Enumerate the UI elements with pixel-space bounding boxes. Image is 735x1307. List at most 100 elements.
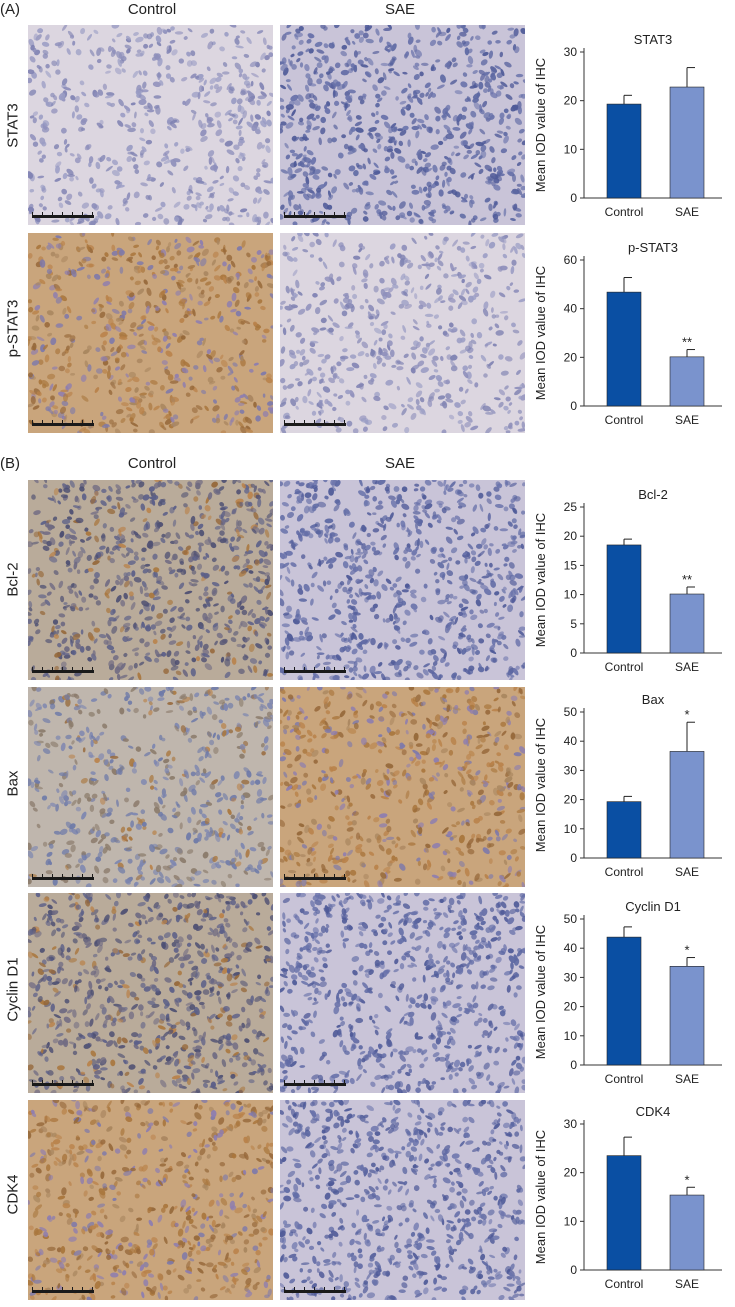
column-header-sae-a: SAE: [280, 1, 520, 18]
row-label-cdk4: CDK4: [5, 1160, 22, 1230]
chart-title: STAT3: [634, 32, 673, 47]
y-tick-label: 10: [564, 1029, 578, 1043]
x-tick-label: SAE: [675, 865, 699, 879]
bar-control: [607, 292, 641, 406]
y-tick-label: 20: [564, 793, 578, 807]
significance-marker: **: [682, 572, 692, 587]
significance-marker: *: [684, 1172, 689, 1187]
y-tick-label: 40: [564, 734, 578, 748]
y-tick-label: 20: [564, 529, 578, 543]
column-header-control-b: Control: [32, 455, 272, 472]
panel-label-a: (A): [0, 1, 20, 18]
y-tick-label: 10: [564, 1214, 578, 1228]
y-tick-label: 50: [564, 912, 578, 926]
x-tick-label: SAE: [675, 1072, 699, 1086]
y-axis-label: Mean IOD value of IHC: [533, 513, 548, 647]
bar-control: [607, 937, 641, 1065]
y-tick-label: 30: [564, 45, 578, 59]
micrograph-bax-sae: [280, 687, 525, 887]
y-tick-label: 15: [564, 558, 578, 572]
y-axis-label: Mean IOD value of IHC: [533, 266, 548, 400]
x-tick-label: SAE: [675, 413, 699, 427]
y-tick-label: 20: [564, 1000, 578, 1014]
chart-title: Cyclin D1: [625, 899, 681, 914]
y-tick-label: 10: [564, 588, 578, 602]
bar-sae: [670, 87, 704, 198]
panel-label-b: (B): [0, 455, 20, 472]
y-tick-label: 0: [570, 646, 577, 660]
bar-control: [607, 802, 641, 858]
chart-title: Bcl-2: [638, 487, 668, 502]
row-label-cyclin-d1: Cyclin D1: [5, 945, 22, 1035]
row-label-stat3: STAT3: [5, 91, 22, 161]
chart-svg: p-STAT3 Mean IOD value of IHC 0 20 40 60 Contr…: [532, 238, 732, 443]
bar-chart-bcl-2: Bcl-2 Mean IOD value of IHC 0 5 10 15 20 25 Cont…: [532, 485, 732, 690]
micrograph-cyclin-d1-sae: [280, 893, 525, 1093]
micrograph-p-stat3-sae: [280, 233, 525, 433]
significance-marker: *: [684, 707, 689, 722]
y-tick-label: 10: [564, 822, 578, 836]
bar-sae: [670, 357, 704, 406]
y-tick-label: 0: [570, 1058, 577, 1072]
y-tick-label: 10: [564, 142, 578, 156]
x-tick-label: SAE: [675, 660, 699, 674]
y-axis-label: Mean IOD value of IHC: [533, 925, 548, 1059]
bar-sae: [670, 751, 704, 858]
y-tick-label: 20: [564, 1166, 578, 1180]
row-label-bcl-2: Bcl-2: [5, 545, 22, 615]
row-label-p-stat3: p-STAT3: [5, 289, 22, 369]
column-header-control-a: Control: [32, 1, 272, 18]
micrograph-stat3-sae: [280, 25, 525, 225]
y-tick-label: 0: [570, 1263, 577, 1277]
bar-sae: [670, 1195, 704, 1270]
significance-marker: *: [684, 943, 689, 958]
significance-marker: **: [682, 335, 692, 350]
y-axis-label: Mean IOD value of IHC: [533, 58, 548, 192]
y-tick-label: 0: [570, 399, 577, 413]
x-tick-label: Control: [605, 1277, 644, 1291]
x-tick-label: Control: [605, 865, 644, 879]
chart-title: Bax: [642, 692, 665, 707]
x-tick-label: SAE: [675, 205, 699, 219]
y-axis-label: Mean IOD value of IHC: [533, 718, 548, 852]
row-label-bax: Bax: [5, 749, 22, 819]
y-tick-label: 25: [564, 500, 578, 514]
micrograph-bcl-2-sae: [280, 480, 525, 680]
bar-chart-p-stat3: p-STAT3 Mean IOD value of IHC 0 20 40 60 Contr…: [532, 238, 732, 443]
micrograph-p-stat3-control: [28, 233, 273, 433]
y-tick-label: 20: [564, 350, 578, 364]
chart-svg: Bcl-2 Mean IOD value of IHC 0 5 10 15 20 25 Cont…: [532, 485, 732, 690]
x-tick-label: SAE: [675, 1277, 699, 1291]
x-tick-label: Control: [605, 660, 644, 674]
y-tick-label: 40: [564, 302, 578, 316]
y-axis-label: Mean IOD value of IHC: [533, 1130, 548, 1264]
chart-title: CDK4: [636, 1104, 671, 1119]
micrograph-cdk4-sae: [280, 1100, 525, 1300]
bar-control: [607, 1156, 641, 1270]
y-tick-label: 40: [564, 941, 578, 955]
y-tick-label: 60: [564, 253, 578, 267]
bar-sae: [670, 594, 704, 653]
bar-chart-bax: Bax Mean IOD value of IHC 0 10 20 30 40 50 Contr…: [532, 690, 732, 895]
micrograph-bax-control: [28, 687, 273, 887]
y-tick-label: 50: [564, 705, 578, 719]
bar-control: [607, 104, 641, 198]
chart-title: p-STAT3: [628, 240, 678, 255]
micrograph-cyclin-d1-control: [28, 893, 273, 1093]
x-tick-label: Control: [605, 1072, 644, 1086]
y-tick-label: 0: [570, 851, 577, 865]
y-tick-label: 5: [570, 617, 577, 631]
micrograph-cdk4-control: [28, 1100, 273, 1300]
column-header-sae-b: SAE: [280, 455, 520, 472]
x-tick-label: Control: [605, 413, 644, 427]
micrograph-bcl-2-control: [28, 480, 273, 680]
x-tick-label: Control: [605, 205, 644, 219]
y-tick-label: 20: [564, 94, 578, 108]
bar-control: [607, 545, 641, 653]
y-tick-label: 30: [564, 763, 578, 777]
